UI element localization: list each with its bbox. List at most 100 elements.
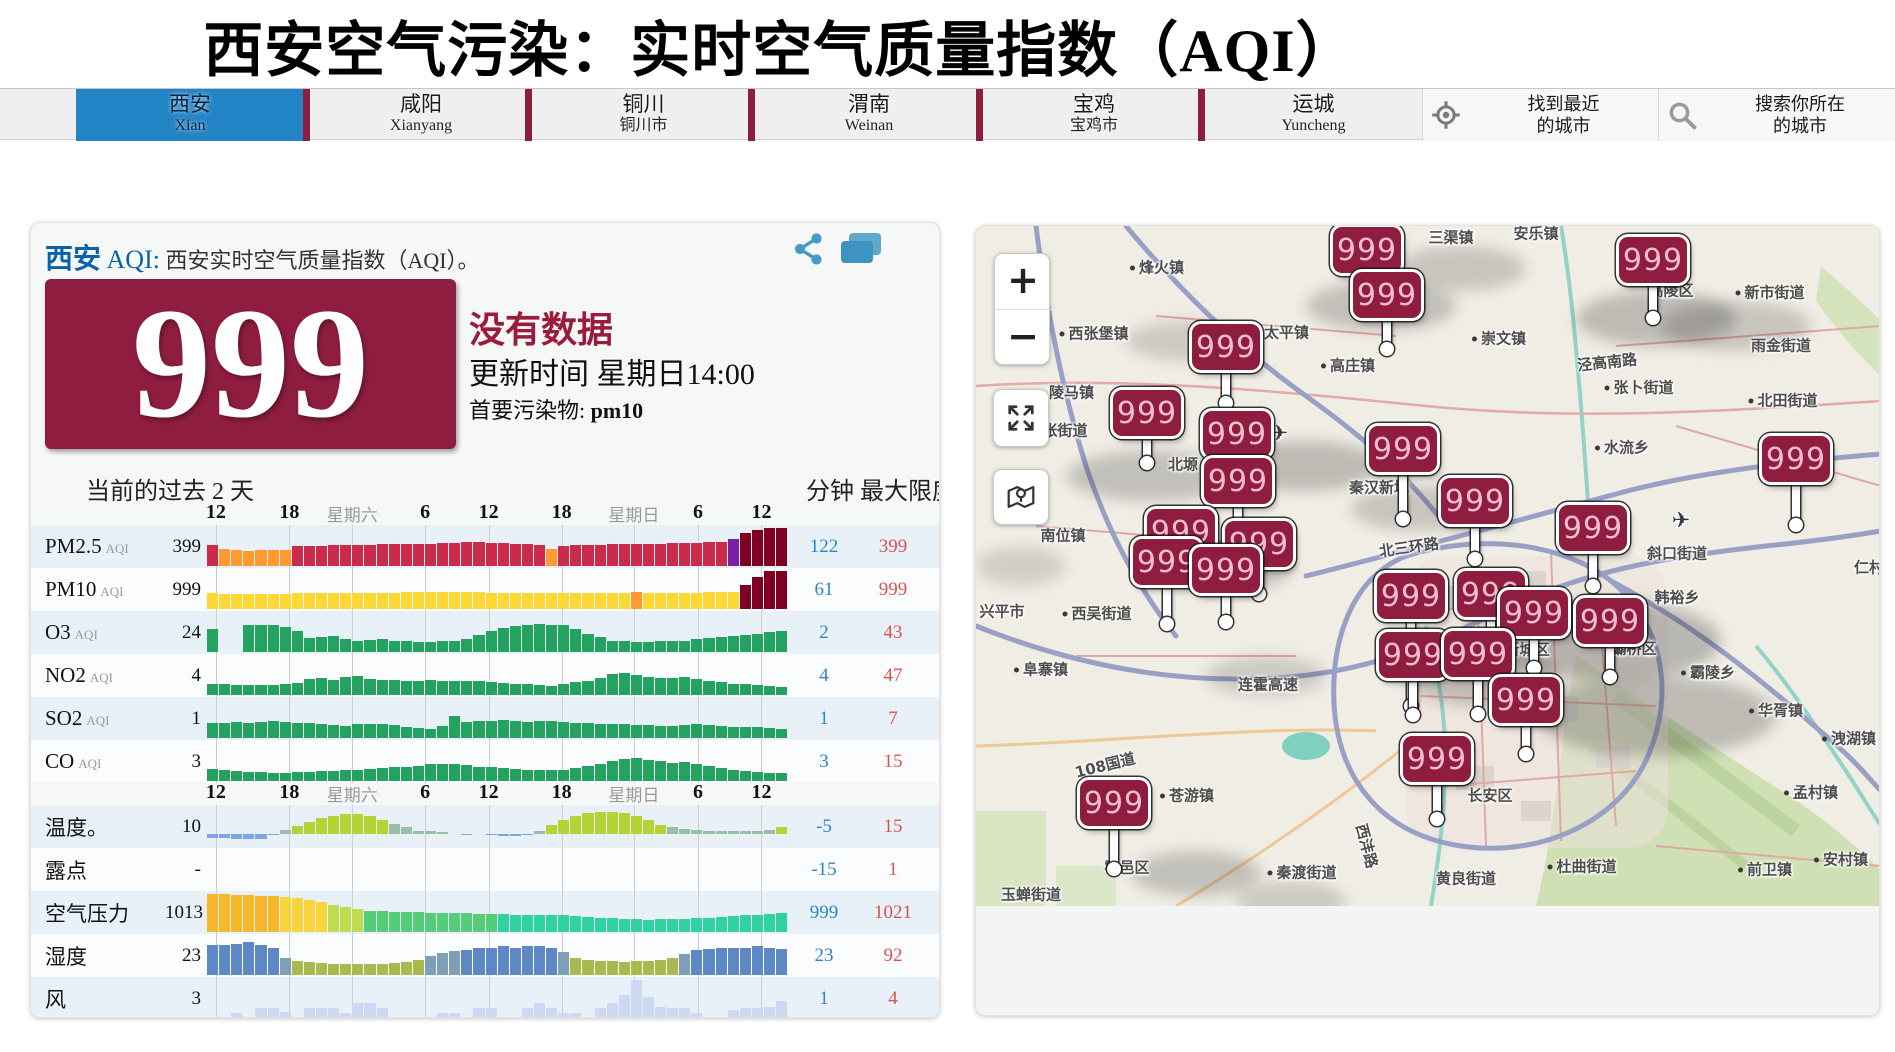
bar	[655, 919, 667, 932]
axis-tick: 12	[478, 781, 499, 803]
pollutant-row-PM2.5: PM2.5 AQI 399 122 399	[31, 525, 939, 568]
map-label: 仁村	[1853, 558, 1879, 577]
search-city-label: 搜索你所在 的城市	[1755, 94, 1845, 136]
bar	[521, 593, 533, 609]
nav-tab-Weinan[interactable]: 渭南 Weinan	[844, 92, 894, 134]
row-max-value: 43	[883, 621, 903, 643]
bar	[376, 768, 388, 781]
bar	[764, 948, 776, 975]
bar	[388, 912, 400, 932]
bar	[558, 1013, 570, 1017]
bar	[279, 773, 291, 781]
panel-city-link[interactable]: 西安	[45, 244, 102, 275]
marker-value: 999	[1192, 547, 1260, 593]
bar	[776, 1001, 788, 1017]
bar	[437, 681, 449, 695]
bar	[509, 593, 521, 609]
zoom-in-button[interactable]: +	[995, 254, 1051, 310]
bar	[715, 726, 727, 738]
bar-chart-NO2	[207, 654, 795, 697]
bar	[303, 772, 315, 781]
nav-tab-Yuncheng[interactable]: 运城 Yuncheng	[1281, 92, 1346, 134]
bar	[279, 684, 291, 695]
marker-stem	[1603, 621, 1617, 684]
panel-aqi-link[interactable]: AQI:	[106, 245, 160, 274]
bar	[618, 813, 630, 834]
share-icon[interactable]	[791, 231, 827, 267]
bar	[715, 682, 727, 695]
bar	[473, 681, 485, 695]
bar	[533, 946, 546, 975]
bar	[315, 546, 328, 566]
bar	[267, 948, 279, 975]
marker-value: 999	[1333, 227, 1401, 273]
nav-tab-Xianyang[interactable]: 咸阳 Xianyang	[389, 92, 453, 134]
marker-stem	[1396, 449, 1410, 526]
bar	[328, 771, 340, 781]
row-current-value: 3	[191, 987, 202, 1009]
header-past-2-days: 当前的过去 2 天	[86, 479, 254, 505]
fullscreen-button[interactable]	[993, 389, 1049, 447]
bar	[667, 827, 679, 834]
nav-tab-铜川市[interactable]: 铜川 铜川市	[619, 92, 668, 134]
nav-tab-Xian[interactable]: 西安 Xian	[76, 89, 304, 141]
bar	[776, 773, 788, 781]
copy-icon[interactable]	[837, 233, 885, 265]
bar	[570, 816, 582, 834]
bar	[546, 686, 558, 695]
map-label: 秦汉新城	[1348, 478, 1410, 497]
row-label: 湿度	[45, 944, 87, 969]
bar	[449, 951, 461, 975]
bar	[473, 635, 485, 652]
bar	[751, 685, 764, 695]
bar	[461, 950, 473, 975]
gridline	[352, 740, 354, 783]
gridline	[561, 977, 563, 1017]
bar	[764, 1007, 776, 1017]
bar	[497, 543, 509, 566]
bar	[437, 764, 449, 781]
bar	[521, 770, 533, 781]
bar	[315, 818, 328, 834]
row-max-value: 999	[878, 578, 908, 600]
row-current-value: 999	[172, 578, 202, 600]
bar	[715, 948, 727, 975]
bar	[509, 544, 521, 566]
gridline	[633, 934, 635, 977]
tab-separator	[748, 89, 755, 141]
row-current-value: 10	[182, 815, 201, 837]
bar	[776, 949, 788, 975]
bar	[352, 593, 364, 609]
bar	[630, 544, 642, 566]
marker-value: 999	[1492, 677, 1560, 723]
row-label: PM10 AQI	[45, 577, 124, 601]
map-label: 崇文镇	[1471, 328, 1526, 349]
bar	[764, 528, 776, 566]
bar	[521, 1008, 533, 1017]
map-layers-button[interactable]	[993, 469, 1049, 525]
map-canvas[interactable]: 三渠镇 安乐镇 烽火镇 西张堡镇 太平镇 高庄镇 崇文镇 高陵区 新市街道 雨金街道 泾高南路 张卜街…	[976, 226, 1879, 906]
locate-nearest-city-button[interactable]: 找到最近 的城市	[1422, 89, 1658, 141]
zoom-out-button[interactable]: −	[1007, 314, 1039, 358]
gridline	[425, 654, 427, 697]
bar	[279, 594, 291, 609]
map-label: 苍游镇	[1159, 785, 1214, 806]
bar	[642, 677, 655, 695]
bar	[703, 766, 715, 781]
bar	[255, 772, 267, 781]
search-city-button[interactable]: 搜索你所在 的城市	[1658, 89, 1895, 141]
bar	[376, 593, 388, 609]
bar-chart-PM2.5	[207, 525, 795, 568]
bar	[606, 812, 618, 834]
bar	[473, 592, 485, 609]
gridline	[289, 977, 291, 1017]
bar	[546, 825, 558, 834]
row-label: O3 AQI	[45, 620, 98, 644]
bar	[243, 723, 255, 738]
gridline	[425, 848, 427, 891]
gridline	[352, 848, 354, 891]
bar	[582, 593, 594, 609]
bar	[546, 770, 558, 781]
bar	[243, 895, 255, 932]
nav-tab-宝鸡市[interactable]: 宝鸡 宝鸡市	[1069, 92, 1118, 134]
